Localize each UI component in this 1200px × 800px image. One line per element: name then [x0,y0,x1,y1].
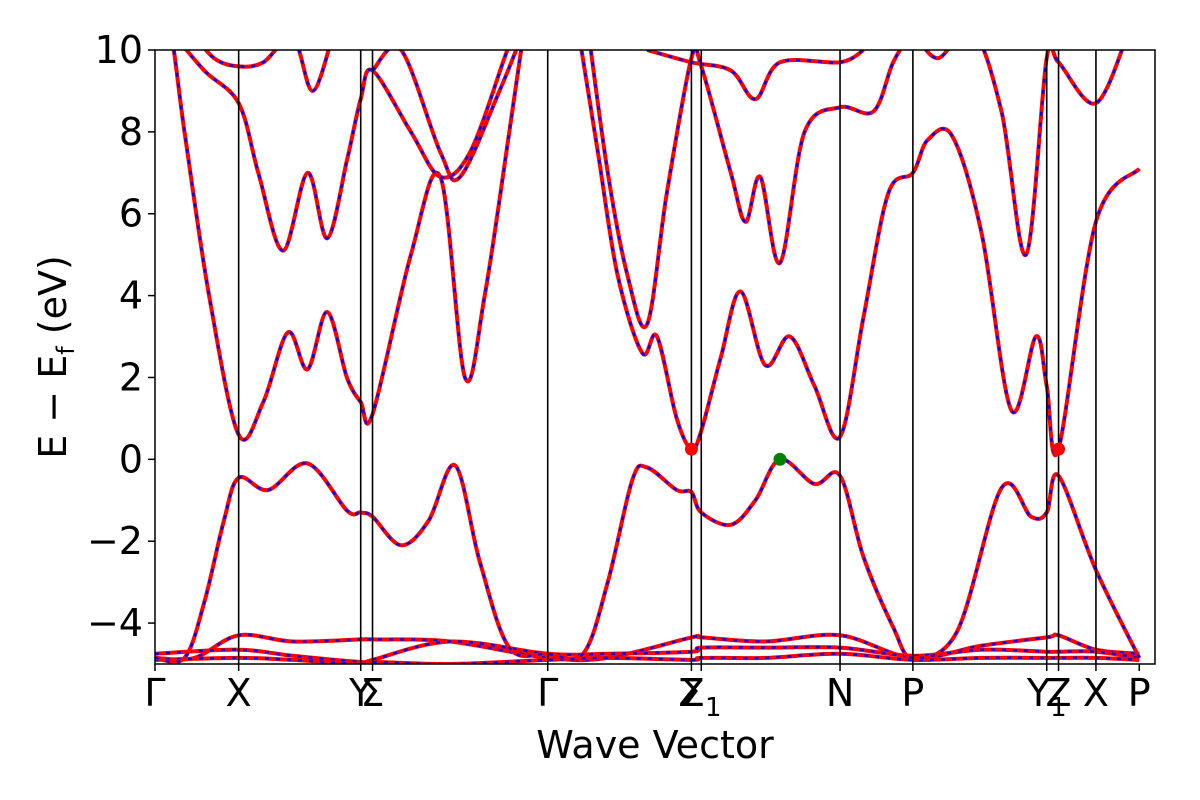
x-tick-label-12: P [1128,671,1151,715]
y-axis-title-main: E − E [31,355,75,459]
band-lines [155,50,1142,664]
x-tick-label-2: Y [348,671,373,715]
y-axis-title: E − Ef (eV) [31,255,80,459]
band-line-3 [155,457,1142,664]
x-tick-label-subscript-6: 1 [705,693,722,723]
band-line-dashed-11 [924,50,1124,256]
band-line-dashed-8 [589,50,902,329]
band-extrema-markers [684,442,1066,466]
x-tick-label-5: Z [678,671,704,715]
band-line-8 [588,50,903,330]
x-tick-label-8: P [901,671,924,715]
high-symmetry-lines [237,50,1097,664]
y-tick-label-7: 10 [95,28,143,72]
x-tick-label-4: Γ [537,671,558,715]
y-tick-label-6: 8 [119,110,143,154]
x-axis-ticks: Γ X YΣ Γ ZΣ1 N P Y1Z X P [144,664,1151,723]
y-tick-label-2: 0 [119,437,143,481]
x-tick-label-subscript-9: 1 [1050,693,1067,723]
x-axis-title: Wave Vector [536,723,774,767]
x-tick-label-0: Γ [144,671,165,715]
plot-frame [154,49,1156,665]
x-tick-label-10: Z [1046,671,1072,715]
band-line-dashed-9 [580,50,1141,457]
band-line-dashed-7 [371,50,518,182]
band-line-9 [579,50,1141,458]
extremum-point-2 [773,452,787,466]
y-tick-label-1: −2 [87,519,143,563]
y-axis-ticks: −4 −2 0 2 4 6 8 10 [87,28,155,645]
y-tick-label-5: 6 [119,192,143,236]
x-tick-label-6: Σ1 [681,671,722,723]
band-line-10 [646,50,865,102]
x-tick-label-1: X [226,671,252,715]
band-line-dashed-4 [172,50,523,442]
extremum-point-1 [1052,442,1066,456]
extremum-point-0 [684,442,698,456]
x-tick-label-7: N [826,671,854,715]
band-line-dashed-5 [184,50,509,252]
y-tick-label-3: 2 [119,355,143,399]
band-line-dashed-3 [155,458,1141,664]
y-tick-label-4: 4 [119,274,143,318]
x-tick-label-11: X [1083,671,1109,715]
x-tick-label-3: Σ [361,671,385,715]
y-tick-label-0: −4 [87,601,143,645]
band-line-dashed-6 [204,50,330,93]
band-line-6 [203,50,331,93]
band-line-4 [171,50,524,442]
y-axis-title-unit: (eV) [31,255,75,346]
y-axis-title-subscript: f [52,346,80,355]
